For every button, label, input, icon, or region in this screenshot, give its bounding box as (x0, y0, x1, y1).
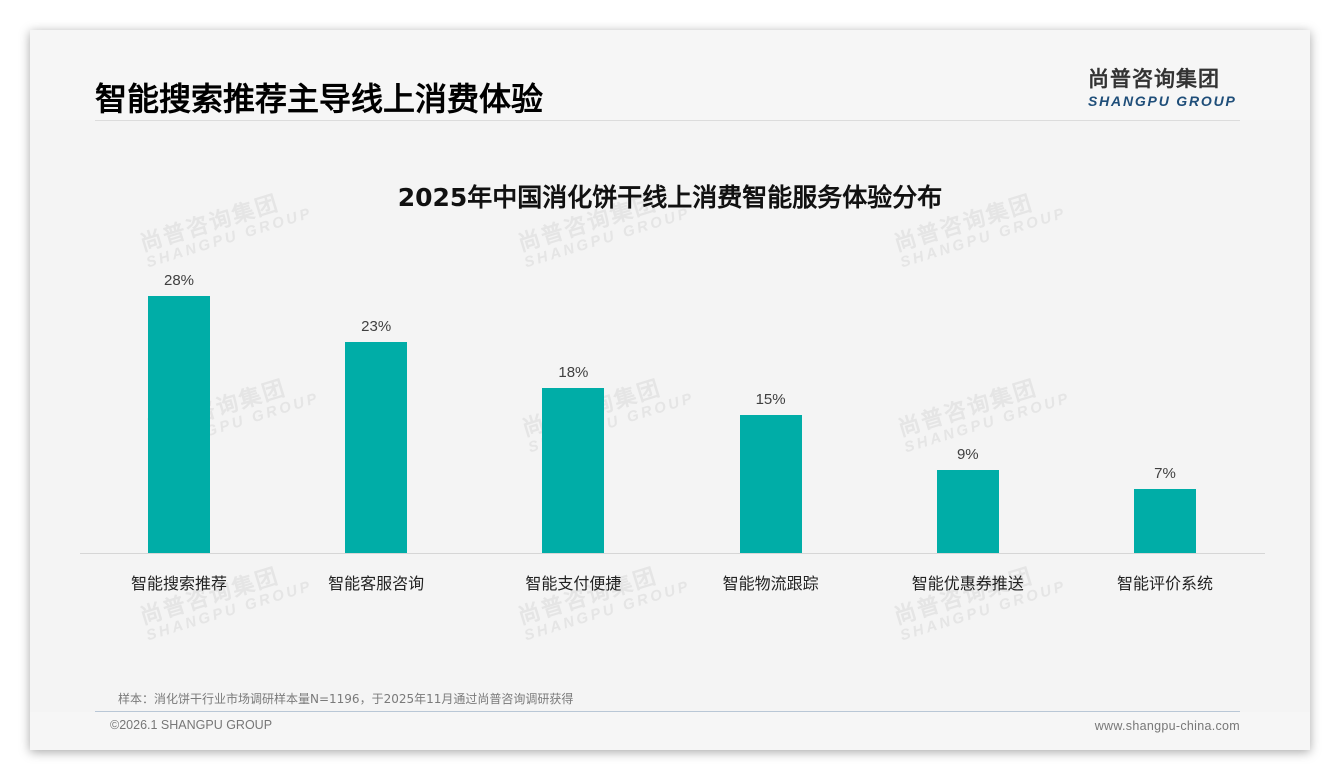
bar-value-label: 23% (361, 317, 392, 335)
bar-value-label: 28% (163, 271, 195, 289)
category-label: 智能评价系统 (1116, 574, 1213, 593)
footer-divider (95, 711, 1240, 712)
website-link[interactable]: www.shangpu-china.com (1094, 719, 1240, 733)
category-label: 智能优惠券推送 (911, 574, 1024, 593)
footer-background (30, 712, 1310, 750)
category-label: 智能物流跟踪 (722, 574, 819, 593)
bar-value-label: 7% (1154, 464, 1176, 482)
header-background (30, 30, 1310, 120)
bar (542, 387, 605, 553)
bar (936, 470, 999, 553)
bar (739, 415, 802, 553)
category-label: 智能客服咨询 (328, 574, 425, 593)
slide: 智能搜索推荐主导线上消费体验 尚普咨询集团 SHANGPU GROUP 尚普咨询… (30, 30, 1310, 750)
x-axis-baseline (80, 553, 1265, 554)
bar-value-label: 9% (956, 446, 979, 464)
bar-value-label: 18% (558, 363, 589, 381)
title-divider (95, 120, 1240, 121)
bar-value-label: 15% (755, 391, 786, 409)
bar (345, 341, 408, 553)
copyright-text: ©2026.1 SHANGPU GROUP (110, 718, 273, 732)
chart-title: 2025年中国消化饼干线上消费智能服务体验分布 (397, 183, 943, 212)
bar (148, 295, 210, 553)
category-label: 智能支付便捷 (525, 574, 622, 593)
company-logo: 尚普咨询集团 SHANGPU GROUP (1088, 63, 1248, 109)
logo-english-text: SHANGPU GROUP (1088, 93, 1237, 109)
page-title: 智能搜索推荐主导线上消费体验 (95, 80, 544, 118)
logo-chinese-text: 尚普咨询集团 (1088, 67, 1220, 91)
sample-footnote: 样本：消化饼干行业市场调研样本量N=1196，于2025年11月通过尚普咨询调研… (118, 692, 574, 706)
category-label: 智能搜索推荐 (130, 574, 227, 593)
bar (1134, 488, 1196, 553)
